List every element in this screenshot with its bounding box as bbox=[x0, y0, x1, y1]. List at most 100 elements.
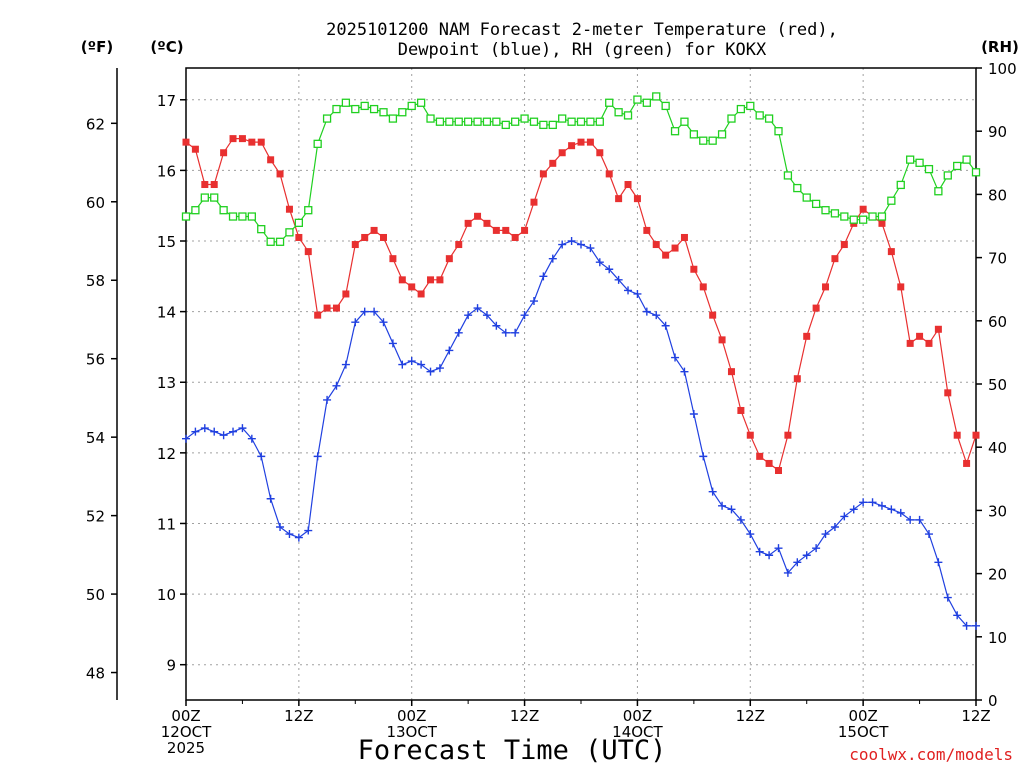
data-point bbox=[953, 431, 961, 439]
data-point bbox=[304, 248, 312, 256]
data-point bbox=[408, 283, 416, 291]
data-point bbox=[718, 501, 727, 510]
data-point bbox=[181, 212, 191, 221]
data-point bbox=[934, 558, 943, 567]
x-tick-label: 13OCT bbox=[386, 723, 437, 741]
data-point bbox=[699, 136, 708, 145]
series-temperature bbox=[182, 135, 980, 475]
data-point bbox=[756, 452, 764, 460]
data-point bbox=[267, 156, 275, 164]
data-point bbox=[294, 533, 303, 542]
data-point bbox=[416, 98, 426, 107]
data-point bbox=[520, 311, 529, 320]
data-point bbox=[295, 233, 303, 241]
data-point bbox=[784, 431, 792, 439]
rh-unit-label: (RH) bbox=[981, 38, 1019, 56]
data-point bbox=[257, 225, 266, 234]
data-point bbox=[398, 360, 407, 369]
data-point bbox=[332, 304, 340, 312]
data-point bbox=[953, 611, 962, 620]
data-point bbox=[887, 248, 895, 256]
data-point bbox=[567, 237, 576, 246]
credit-text: coolwx.com/models bbox=[849, 745, 1013, 764]
data-point bbox=[464, 311, 473, 320]
celsius-tick-label: 12 bbox=[157, 445, 176, 463]
data-point bbox=[370, 307, 379, 316]
series-dewpoint bbox=[182, 237, 980, 630]
data-point bbox=[708, 136, 717, 145]
x-tick-label: 12Z bbox=[510, 707, 539, 725]
x-tick-label: 12Z bbox=[736, 707, 765, 725]
x-tick-label: 00Z bbox=[397, 707, 426, 725]
data-point bbox=[775, 467, 782, 475]
data-point bbox=[746, 101, 755, 111]
data-point bbox=[229, 427, 238, 436]
data-point bbox=[642, 307, 651, 316]
data-point bbox=[887, 196, 896, 205]
data-point bbox=[605, 98, 614, 107]
data-point bbox=[501, 328, 510, 337]
data-point bbox=[708, 487, 717, 496]
data-point bbox=[897, 283, 905, 291]
data-point bbox=[210, 181, 218, 189]
data-point bbox=[200, 424, 209, 433]
x-tick-label: 12Z bbox=[284, 707, 313, 725]
data-point bbox=[238, 424, 247, 433]
data-point bbox=[501, 120, 510, 130]
data-point bbox=[276, 522, 285, 531]
data-point bbox=[737, 406, 745, 414]
data-point bbox=[802, 551, 811, 560]
data-point bbox=[812, 304, 820, 312]
data-point bbox=[680, 117, 689, 126]
data-point bbox=[511, 328, 520, 337]
data-point bbox=[605, 170, 613, 178]
data-point bbox=[238, 212, 247, 221]
data-point bbox=[924, 164, 934, 174]
data-point bbox=[341, 98, 351, 107]
data-point bbox=[699, 283, 707, 291]
data-point bbox=[849, 215, 858, 224]
data-point bbox=[765, 459, 773, 467]
data-point bbox=[191, 145, 199, 153]
x-tick-label: 14OCT bbox=[612, 723, 663, 741]
data-point bbox=[558, 149, 566, 157]
data-point bbox=[774, 544, 783, 553]
data-point bbox=[633, 289, 642, 298]
data-point bbox=[906, 515, 915, 524]
data-point bbox=[228, 212, 238, 221]
data-point bbox=[915, 515, 924, 524]
data-point bbox=[492, 226, 500, 234]
data-point bbox=[643, 226, 651, 234]
data-point bbox=[896, 180, 905, 190]
data-point bbox=[840, 241, 848, 249]
data-point bbox=[530, 198, 538, 206]
x-tick-label: 00Z bbox=[848, 707, 877, 725]
data-point bbox=[953, 161, 962, 171]
data-point bbox=[755, 111, 764, 120]
chart-title-line-2: Dewpoint (blue), RH (green) for KOKX bbox=[398, 40, 767, 60]
data-point bbox=[474, 212, 482, 220]
data-point bbox=[596, 149, 604, 157]
data-point bbox=[831, 255, 839, 263]
rh-tick-label: 40 bbox=[988, 439, 1007, 457]
fahrenheit-tick-label: 50 bbox=[86, 586, 105, 604]
data-point bbox=[463, 117, 473, 126]
data-point bbox=[690, 265, 698, 273]
data-point bbox=[972, 431, 980, 439]
data-point bbox=[577, 240, 585, 249]
data-point bbox=[529, 297, 538, 306]
data-point bbox=[445, 117, 454, 126]
fahrenheit-tick-label: 62 bbox=[86, 115, 105, 133]
data-point bbox=[520, 114, 529, 123]
data-point bbox=[539, 170, 547, 178]
data-point bbox=[811, 199, 821, 209]
rh-tick-label: 80 bbox=[988, 186, 1007, 204]
data-point bbox=[586, 244, 595, 253]
data-point bbox=[633, 195, 641, 203]
rh-tick-label: 20 bbox=[988, 566, 1007, 584]
data-point bbox=[859, 498, 868, 507]
data-point bbox=[285, 205, 293, 213]
data-point bbox=[868, 212, 877, 221]
